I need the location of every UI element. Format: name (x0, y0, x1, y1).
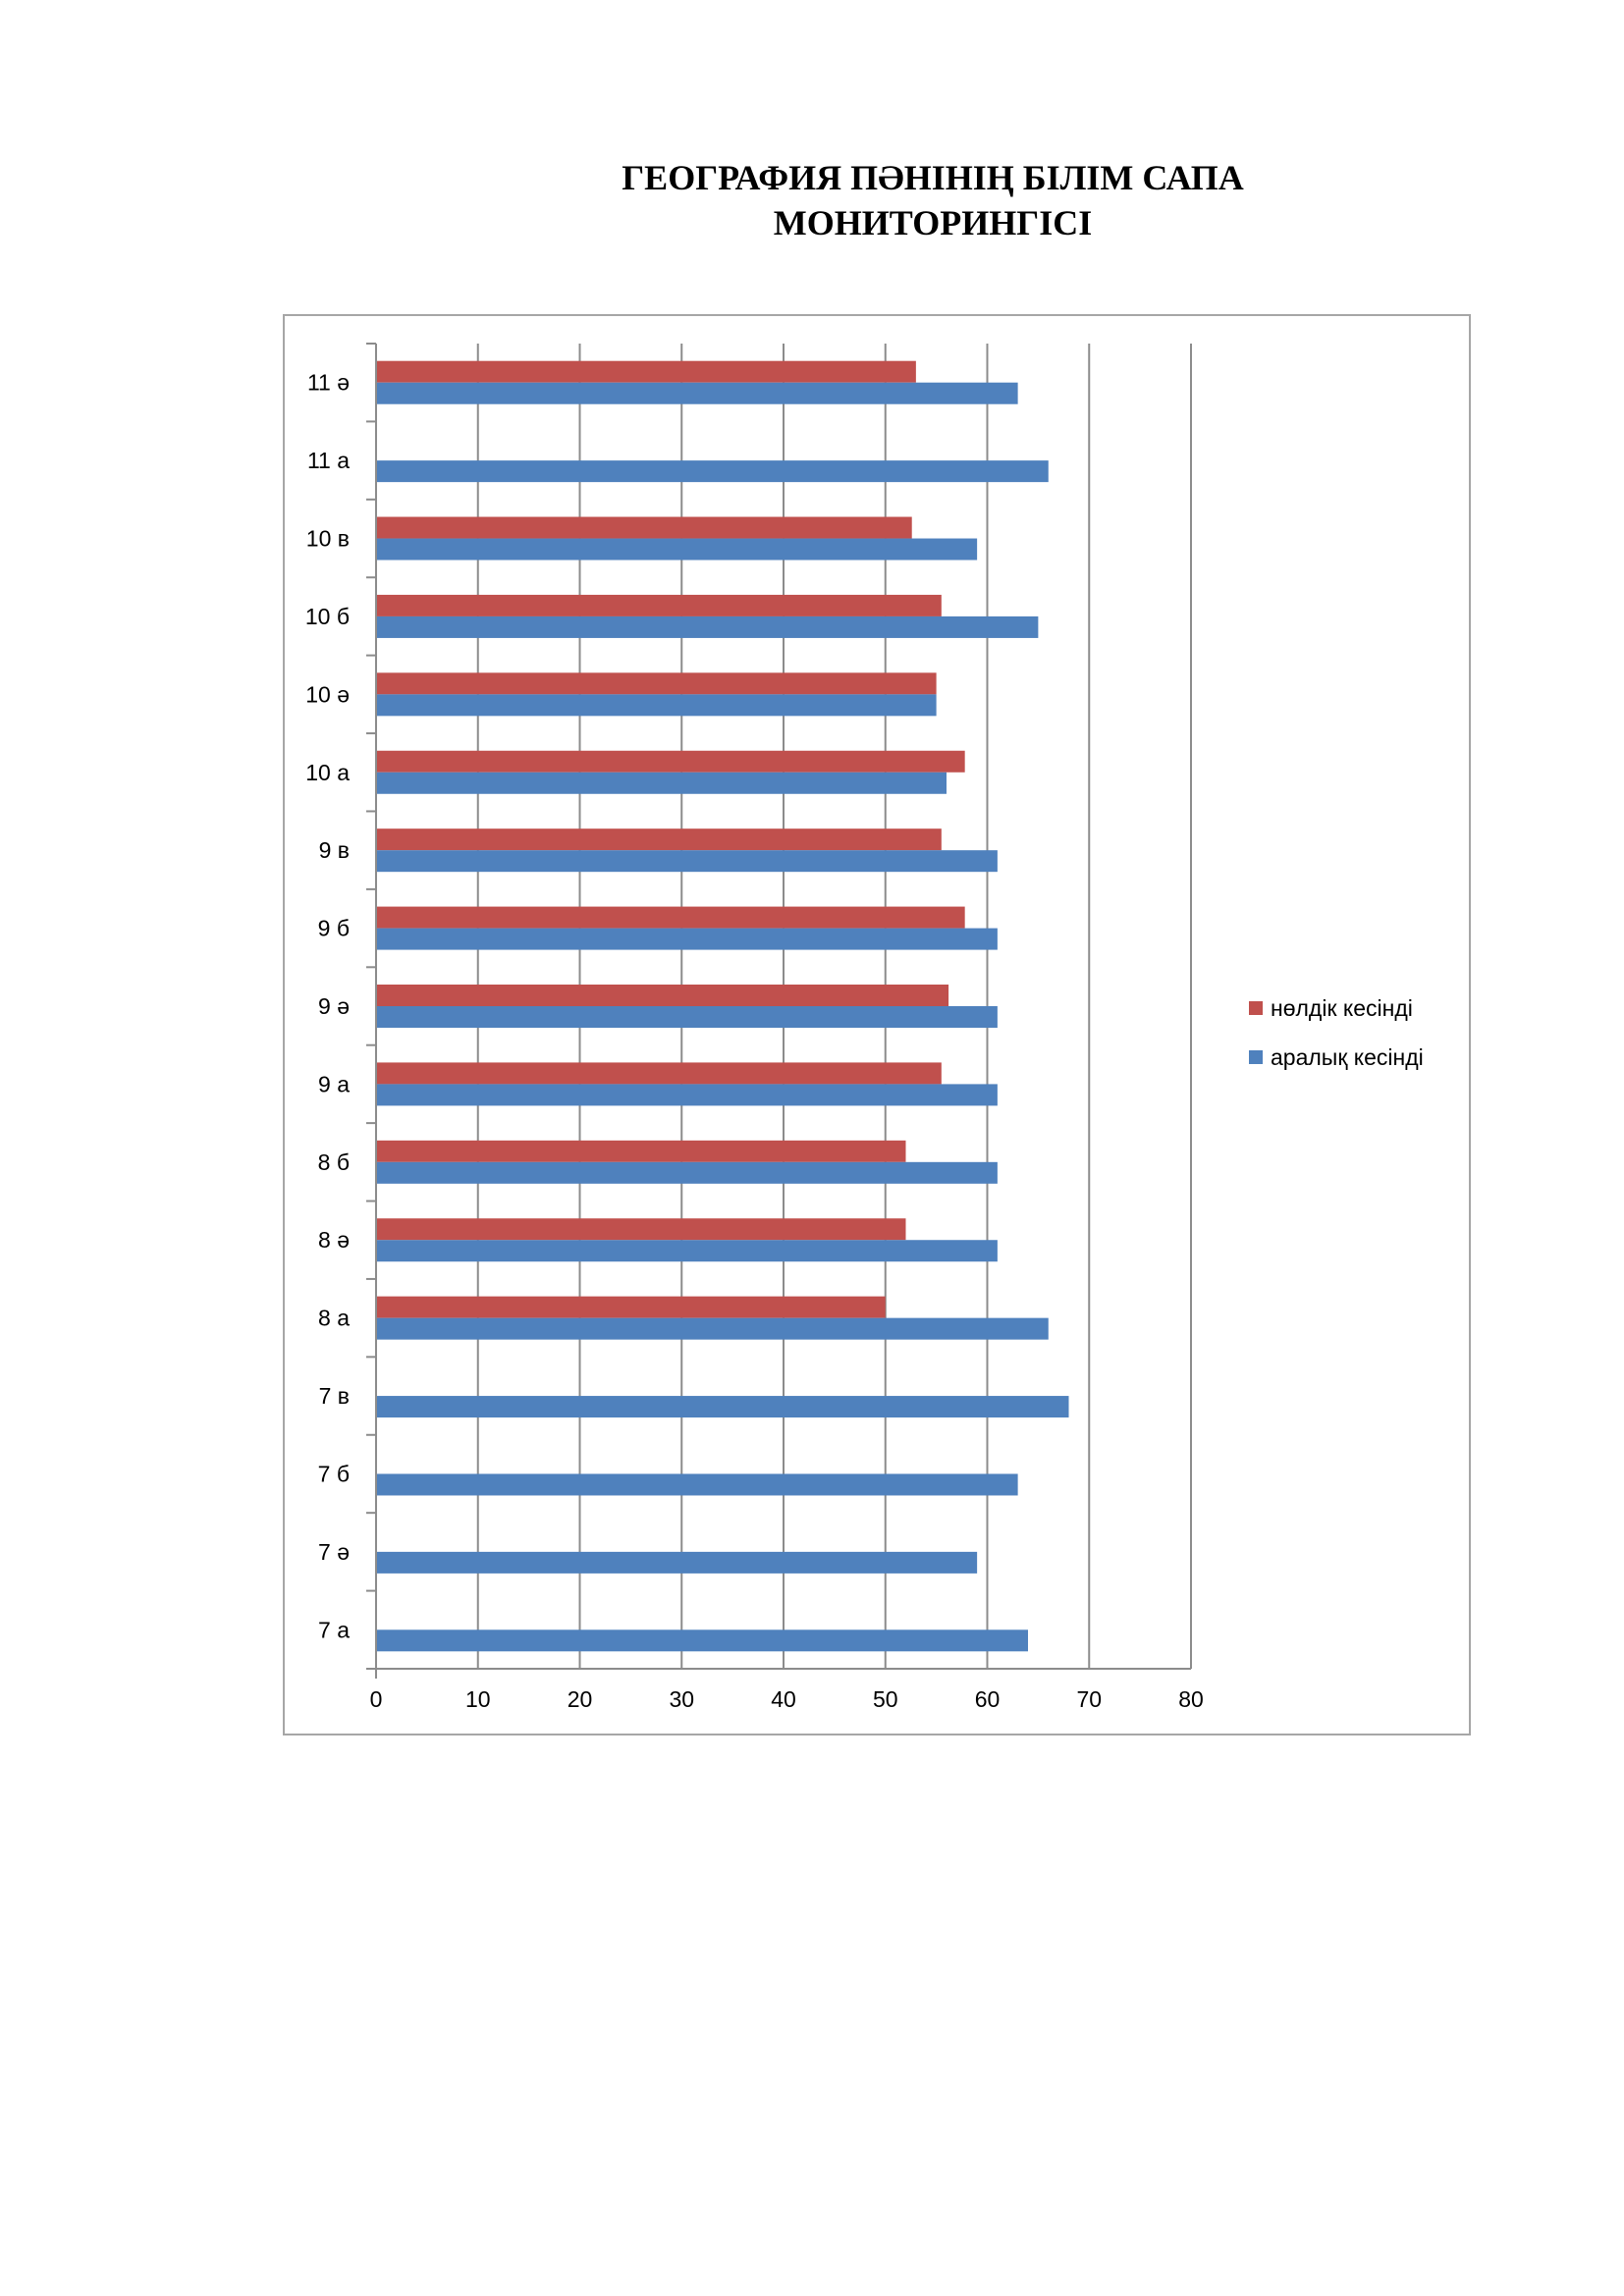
bars (376, 360, 1069, 1652)
y-category-label: 8 б (318, 1149, 350, 1175)
bar-aralyk-kesindi (376, 1396, 1069, 1418)
y-category-label: 11 а (307, 448, 350, 473)
bar-noldik-kesindi (376, 360, 916, 383)
x-tick-label: 20 (568, 1686, 593, 1712)
bar-noldik-kesindi (376, 828, 942, 851)
y-category-label: 10 б (305, 604, 350, 629)
legend-label: нөлдік кесінді (1271, 994, 1413, 1021)
tick-labels: 0 10 20 30 40 50 60 70 80 7 а 7 ә 7 б 7 в 8 а 8 ә 8 б 9 … (305, 370, 1204, 1712)
bar-aralyk-kesindi (376, 1473, 1018, 1496)
bar-noldik-kesindi (376, 594, 942, 616)
y-category-label: 9 ә (318, 993, 350, 1019)
bar-aralyk-kesindi (376, 1161, 998, 1184)
y-category-label: 10 ә (305, 681, 350, 707)
bar-noldik-kesindi (376, 516, 912, 539)
bar-aralyk-kesindi (376, 1006, 998, 1028)
y-category-label: 9 в (319, 837, 350, 863)
y-category-label: 8 ә (318, 1227, 350, 1253)
bar-aralyk-kesindi (376, 460, 1049, 483)
bar-noldik-kesindi (376, 1062, 942, 1085)
y-category-label: 9 а (318, 1071, 350, 1096)
bar-noldik-kesindi (376, 906, 965, 929)
x-tick-label: 80 (1178, 1686, 1204, 1712)
bar-aralyk-kesindi (376, 1084, 998, 1106)
y-category-label: 9 б (318, 916, 350, 941)
y-category-label: 7 б (318, 1461, 350, 1486)
bar-noldik-kesindi (376, 750, 965, 773)
x-tick-label: 10 (465, 1686, 491, 1712)
y-category-label: 7 в (319, 1383, 350, 1409)
bar-aralyk-kesindi (376, 850, 998, 873)
x-tick-label: 0 (370, 1686, 383, 1712)
bar-noldik-kesindi (376, 1218, 906, 1241)
legend: нөлдік кесінді аралық кесінді (1249, 984, 1424, 1082)
bar-aralyk-kesindi (376, 694, 937, 717)
bar-aralyk-kesindi (376, 1551, 978, 1574)
bar-aralyk-kesindi (376, 1240, 998, 1262)
x-tick-label: 70 (1076, 1686, 1102, 1712)
bar-aralyk-kesindi (376, 382, 1018, 404)
bar-aralyk-kesindi (376, 928, 998, 950)
bar-aralyk-kesindi (376, 538, 978, 561)
bar-noldik-kesindi (376, 985, 949, 1006)
bar-aralyk-kesindi (376, 772, 947, 794)
legend-item: аралық кесінді (1249, 1033, 1424, 1082)
bar-aralyk-kesindi (376, 1629, 1028, 1652)
y-category-label: 10 в (306, 526, 350, 552)
bar-aralyk-kesindi (376, 1317, 1049, 1340)
y-category-label: 8 а (318, 1306, 350, 1331)
document-title-line-1: ГЕОГРАФИЯ ПӘНІНІҢ БІЛІМ САПА (622, 158, 1244, 197)
legend-item: нөлдік кесінді (1249, 984, 1424, 1033)
y-category-label: 7 а (318, 1617, 350, 1642)
bar-noldik-kesindi (376, 672, 937, 695)
x-tick-label: 60 (975, 1686, 1001, 1712)
y-category-label: 7 ә (318, 1539, 350, 1565)
legend-swatch (1249, 1050, 1263, 1064)
bar-aralyk-kesindi (376, 615, 1039, 638)
bar-noldik-kesindi (376, 1296, 886, 1318)
x-tick-label: 40 (771, 1686, 796, 1712)
y-category-label: 10 а (305, 760, 350, 785)
x-tick-label: 30 (669, 1686, 694, 1712)
x-tick-label: 50 (873, 1686, 898, 1712)
document-title: ГЕОГРАФИЯ ПӘНІНІҢ БІЛІМ САПА МОНИТОРИНГІ… (530, 155, 1335, 245)
legend-swatch (1249, 1001, 1263, 1015)
legend-label: аралық кесінді (1271, 1043, 1424, 1070)
bar-noldik-kesindi (376, 1140, 906, 1162)
axes (366, 343, 1191, 1679)
y-category-label: 11 ә (307, 370, 350, 396)
document-title-line-2: МОНИТОРИНГІСІ (773, 203, 1093, 242)
